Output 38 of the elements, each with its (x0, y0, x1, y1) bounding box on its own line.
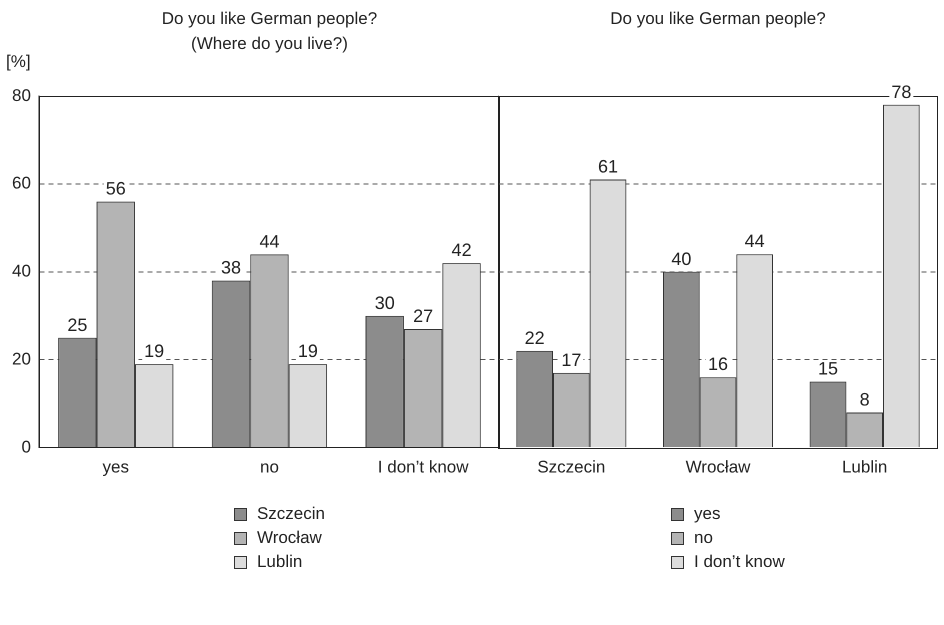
data-label: 15 (818, 358, 838, 379)
x-tick-label: no (260, 457, 279, 476)
y-tick-label: 80 (12, 86, 31, 105)
x-tick-label: I don’t know (378, 457, 470, 476)
chart-title: Do you like German people? (Where do you live?) (162, 9, 378, 53)
y-tick-label: 0 (21, 437, 31, 456)
y-axis-title: [%] (6, 52, 31, 72)
legend-label: no (694, 527, 713, 549)
x-tick-label: Szczecin (537, 457, 606, 476)
data-label: 16 (708, 354, 728, 374)
legend-label: Wrocław (256, 527, 322, 549)
legend-label: Szczecin (256, 503, 325, 525)
chart-title: Do you like German people? (609, 8, 827, 30)
data-label: 22 (524, 328, 545, 348)
x-tick-label: yes (102, 457, 129, 476)
data-label: 42 (452, 240, 472, 260)
data-label: 44 (259, 231, 280, 252)
data-label: 17 (561, 350, 582, 370)
y-tick-label: 20 (12, 349, 31, 368)
y-tick-label: 40 (12, 262, 31, 281)
data-label: 40 (671, 248, 692, 269)
legend-label: Lublin (256, 551, 302, 573)
data-label: 38 (221, 258, 242, 278)
data-label: 61 (598, 156, 618, 176)
x-tick-label: Lublin (842, 457, 888, 476)
legend-label: yes (694, 503, 720, 525)
data-label: 19 (298, 341, 318, 362)
data-label: 27 (413, 306, 434, 326)
legend-label: I don’t know (694, 551, 785, 573)
x-tick-label: Wrocław (686, 457, 752, 476)
data-label: 44 (744, 231, 765, 252)
y-tick-label: 60 (12, 174, 31, 193)
data-label: 19 (144, 341, 164, 362)
data-label: 25 (67, 314, 88, 335)
data-label: 78 (891, 82, 912, 102)
data-label: 30 (374, 292, 395, 313)
data-label: 56 (106, 178, 126, 199)
data-label: 8 (860, 389, 870, 410)
